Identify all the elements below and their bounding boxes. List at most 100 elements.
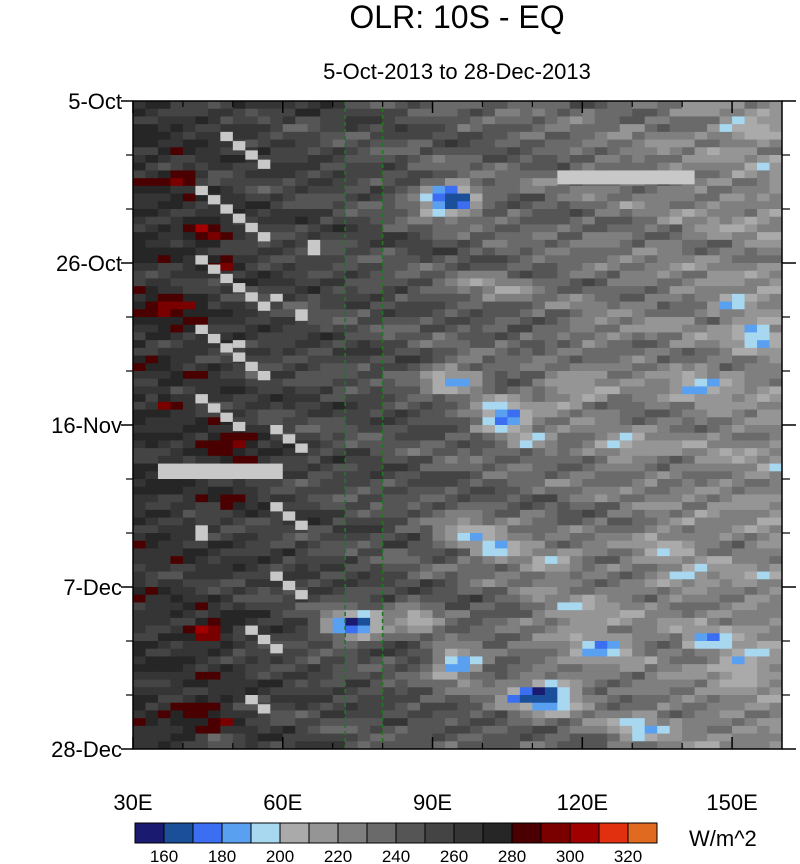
olr-cell [569, 255, 583, 264]
olr-cell [282, 448, 296, 457]
olr-cell [420, 216, 434, 226]
olr-cell [332, 293, 346, 303]
olr-cell [507, 548, 521, 557]
olr-cell [582, 648, 596, 658]
olr-cell [657, 610, 671, 619]
olr-cell [420, 239, 434, 249]
olr-cell [407, 517, 421, 526]
olr-cell [382, 363, 396, 372]
olr-cell [395, 710, 409, 719]
olr-cell [170, 371, 184, 380]
olr-cell [395, 309, 409, 318]
olr-cell [707, 479, 721, 488]
olr-cell [445, 270, 459, 280]
olr-cell [157, 548, 172, 557]
olr-cell [382, 517, 396, 526]
olr-cell [519, 687, 533, 696]
olr-cell [257, 664, 271, 673]
olr-cell [519, 394, 533, 403]
colorbar-label: 300 [556, 847, 584, 864]
olr-cell [407, 324, 421, 334]
olr-cell [507, 563, 521, 573]
olr-cell [769, 309, 782, 318]
olr-cell [257, 671, 271, 681]
olr-cell [582, 255, 596, 264]
olr-cell [719, 517, 733, 526]
olr-cell [282, 340, 296, 349]
olr-cell [420, 656, 434, 665]
olr-cell [382, 193, 396, 202]
olr-cell [682, 710, 696, 719]
olr-cell [707, 525, 721, 534]
olr-cell [457, 641, 471, 650]
olr-cell [195, 479, 209, 488]
olr-cell [382, 293, 396, 303]
olr-cell [507, 286, 521, 295]
olr-cell [370, 525, 384, 534]
olr-cell [432, 209, 446, 218]
olr-cell [769, 239, 782, 249]
olr-cell [270, 224, 284, 233]
olr-cell [420, 695, 434, 704]
olr-cell [332, 463, 346, 472]
olr-cell [232, 517, 246, 526]
olr-cell [207, 209, 221, 218]
olr-cell [245, 139, 259, 148]
olr-cell [457, 386, 471, 395]
olr-cell [632, 139, 646, 148]
olr-cell [370, 679, 384, 688]
olr-cell [519, 625, 533, 634]
olr-cell [469, 602, 484, 611]
olr-cell [395, 193, 409, 202]
olr-cell [295, 378, 309, 388]
olr-cell [582, 224, 596, 233]
olr-cell [270, 332, 284, 341]
olr-cell [644, 131, 658, 141]
olr-cell [682, 378, 696, 388]
olr-cell [607, 216, 621, 226]
olr-cell [707, 725, 721, 735]
olr-cell [632, 509, 646, 519]
olr-cell [507, 463, 521, 472]
olr-cell [357, 718, 371, 727]
olr-cell [619, 741, 633, 749]
missing-cell [245, 361, 258, 371]
olr-cell [607, 378, 621, 388]
olr-cell [370, 185, 384, 195]
olr-cell [220, 309, 234, 318]
olr-cell [282, 633, 296, 642]
olr-cell [220, 733, 234, 742]
olr-cell [282, 317, 296, 326]
olr-cell [682, 162, 696, 172]
olr-cell [270, 417, 284, 426]
olr-cell [757, 417, 771, 426]
olr-cell [694, 695, 708, 704]
olr-cell [370, 255, 384, 264]
olr-cell [182, 340, 197, 349]
olr-cell [682, 432, 696, 442]
olr-cell [282, 671, 296, 681]
olr-cell [432, 463, 446, 472]
olr-cell [382, 286, 396, 295]
olr-cell [719, 317, 733, 326]
missing-band [157, 463, 283, 479]
olr-cell [257, 533, 271, 542]
olr-cell [694, 270, 708, 280]
olr-cell [594, 363, 608, 372]
olr-cell [632, 494, 646, 503]
olr-cell [245, 455, 259, 465]
olr-cell [682, 455, 696, 465]
olr-cell [357, 409, 371, 418]
olr-cell [682, 193, 696, 202]
olr-cell [732, 417, 746, 426]
olr-cell [682, 425, 696, 434]
olr-cell [544, 718, 558, 727]
olr-cell [582, 417, 596, 426]
olr-cell [245, 548, 259, 557]
olr-cell [220, 548, 234, 557]
olr-cell [182, 239, 197, 249]
olr-cell [482, 216, 496, 226]
olr-cell [195, 587, 209, 596]
olr-cell [395, 725, 409, 735]
olr-cell [145, 502, 159, 511]
